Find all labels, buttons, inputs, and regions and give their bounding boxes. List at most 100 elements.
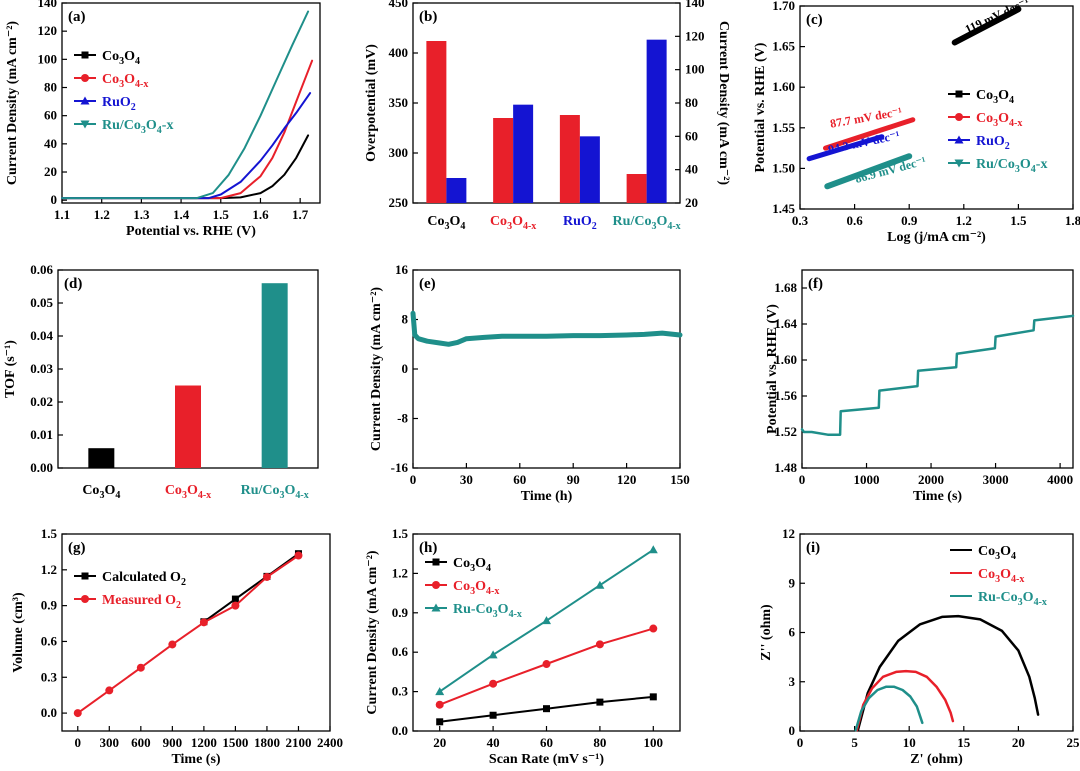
legend-marker xyxy=(81,595,89,603)
series-line xyxy=(61,10,310,200)
y-axis-title: Current Density (mA cm⁻²) xyxy=(5,21,20,185)
series-line xyxy=(824,153,913,190)
x-tick-label: 1.2 xyxy=(956,213,972,228)
category-label: Co3O4-x xyxy=(165,483,211,501)
legend-entry: RuO2 xyxy=(976,134,1010,152)
y-tick-label: 250 xyxy=(389,195,409,210)
x-tick-label: 600 xyxy=(131,735,151,750)
x-tick-label: 3000 xyxy=(983,472,1009,487)
y-tick-label: 100 xyxy=(685,62,705,77)
bar-current-density xyxy=(446,178,467,203)
y-tick-label: 20 xyxy=(685,195,698,210)
x-tick-label: 1800 xyxy=(254,735,280,750)
y-tick-label: 16 xyxy=(395,262,409,277)
bar-overpotential xyxy=(426,41,447,203)
bar-overpotential xyxy=(559,115,580,203)
legend-entry: Measured O2 xyxy=(102,593,181,611)
panel-c: (c) 0.3 0.6 0.9 1.2 1.5 1.8 1.45 1.50 1.55 1.60 1.6… xyxy=(753,0,1080,245)
data-point xyxy=(231,595,239,603)
panel-e: (e) 0 30 60 90 120 150 -16 -8 0 8 16 Time (h) Current… xyxy=(369,262,690,504)
data-point xyxy=(436,718,444,726)
x-axis-title: Log (j/mA cm⁻²) xyxy=(887,230,986,245)
panel-f: (f) 0 1000 2000 3000 4000 1.48 1.52 1.56 1.60 1.64… xyxy=(765,269,1075,504)
data-point xyxy=(294,551,303,560)
panel-label: (c) xyxy=(806,12,823,28)
data-point xyxy=(543,705,550,713)
bar-current-density xyxy=(579,136,600,203)
category-label: Ru/Co3O4-x xyxy=(241,483,309,501)
y-tick-label: 40 xyxy=(685,162,698,177)
y-tick-label: 1.55 xyxy=(772,120,795,135)
plot-frame xyxy=(412,2,681,204)
data-point xyxy=(489,679,498,688)
legend-entry: Co3O4 xyxy=(102,49,140,67)
series-line xyxy=(854,685,924,732)
series-line xyxy=(202,552,300,623)
y-tick-label: 60 xyxy=(685,128,698,143)
bar-current-density xyxy=(513,104,534,203)
x-tick-label: 2000 xyxy=(918,472,944,487)
y-tick-label: 0.3 xyxy=(41,669,58,684)
series-line xyxy=(951,6,1022,46)
y-tick-label: 0.6 xyxy=(41,633,58,648)
y-tick-label: 0.03 xyxy=(30,361,53,376)
panel-label: (i) xyxy=(806,540,820,556)
series-line xyxy=(61,92,312,200)
plot-frame xyxy=(799,5,1074,210)
data-point xyxy=(199,618,208,627)
series-line xyxy=(410,310,683,347)
panel-label: (f) xyxy=(808,276,823,292)
data-point xyxy=(231,601,240,610)
data-point xyxy=(542,616,551,625)
y-tick-label: 0.0 xyxy=(392,723,408,738)
legend-marker xyxy=(81,74,89,82)
x-axis-title: Z' (ohm) xyxy=(910,752,963,767)
x-tick-label: 1.5 xyxy=(213,207,230,222)
y-tick-label: 140 xyxy=(38,0,58,10)
x-tick-label: 40 xyxy=(487,735,500,750)
x-tick-label: 60 xyxy=(513,472,526,487)
data-point xyxy=(488,650,498,659)
y-tick-label: 1.48 xyxy=(774,460,797,475)
data-point xyxy=(136,663,145,672)
x-tick-label: 90 xyxy=(567,472,580,487)
x-tick-label: 2400 xyxy=(317,735,343,750)
category-label: Ru/Co3O4-x xyxy=(613,214,681,232)
y-tick-label: 0 xyxy=(789,723,796,738)
y-tick-label: 1.5 xyxy=(392,526,409,541)
y-tick-label: 60 xyxy=(44,108,57,123)
y-tick-label: 6 xyxy=(789,625,796,640)
panel-label: (b) xyxy=(419,9,437,25)
legend-entry: Co3O4-x xyxy=(453,579,499,597)
y-tick-label: 0.9 xyxy=(392,605,409,620)
legend-marker xyxy=(432,558,440,566)
data-point xyxy=(596,698,604,706)
x-tick-label: 2100 xyxy=(285,735,311,750)
plot-frame xyxy=(61,533,331,732)
series-line xyxy=(61,134,310,200)
series-line xyxy=(76,554,300,715)
y-tick-label: 350 xyxy=(389,95,409,110)
x-tick-label: 1.6 xyxy=(252,207,269,222)
x-tick-label: 100 xyxy=(644,735,664,750)
legend-entry: Ru/Co3O4-x xyxy=(976,157,1047,175)
legend-entry: Co3O4-x xyxy=(976,111,1022,129)
legend-entry: Co3O4-x xyxy=(102,72,148,90)
x-tick-label: 20 xyxy=(1012,735,1025,750)
legend-marker xyxy=(431,603,441,612)
x-tick-label: 0.3 xyxy=(792,213,809,228)
legend-marker xyxy=(432,581,440,589)
legend-marker xyxy=(80,120,90,129)
y-tick-label: 1.68 xyxy=(774,280,797,295)
y-axis-title: Current Density (mA cm⁻²) xyxy=(365,550,380,714)
y-tick-label: 140 xyxy=(685,0,705,10)
x-tick-label: 1.1 xyxy=(54,207,70,222)
data-point xyxy=(105,686,114,695)
y-tick-label: 300 xyxy=(389,145,409,160)
panel-label: (e) xyxy=(419,276,436,292)
y-tick-label: -16 xyxy=(391,460,409,475)
y-tick-label: 0 xyxy=(402,361,409,376)
plot-frame xyxy=(61,2,321,204)
data-point xyxy=(73,709,82,718)
